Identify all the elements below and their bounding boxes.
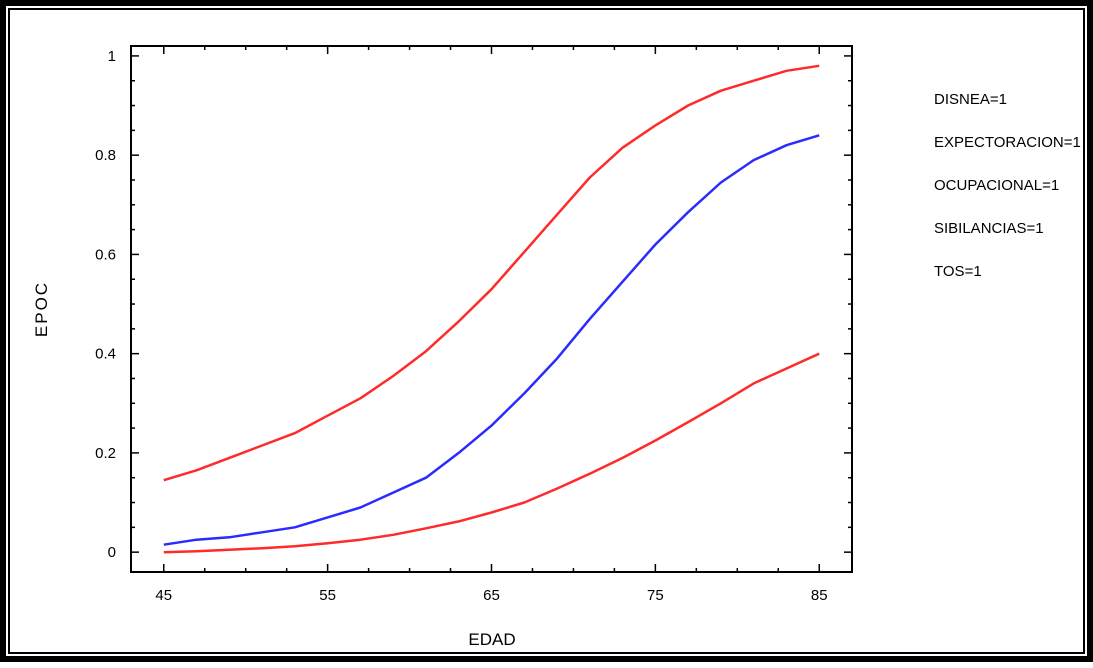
y-tick-label: 0 bbox=[108, 544, 116, 561]
legend-item: EXPECTORACION=1 bbox=[934, 134, 1081, 151]
x-tick-label: 75 bbox=[647, 587, 664, 604]
y-tick-labels: 0 0.2 0.4 0.6 0.8 1 bbox=[95, 48, 116, 561]
x-tick-labels: 45 55 65 75 85 bbox=[155, 587, 827, 604]
plot-area bbox=[131, 46, 852, 572]
y-tick-label: 0.8 bbox=[95, 147, 116, 164]
legend-item: SIBILANCIAS=1 bbox=[934, 220, 1044, 237]
x-axis-title: EDAD bbox=[468, 630, 515, 649]
legend-item: DISNEA=1 bbox=[934, 91, 1007, 108]
x-tick-label: 85 bbox=[811, 587, 828, 604]
legend-item: OCUPACIONAL=1 bbox=[934, 177, 1059, 194]
y-axis-title: EPOC bbox=[32, 281, 51, 337]
x-tick-label: 65 bbox=[483, 587, 500, 604]
y-tick-label: 0.4 bbox=[95, 346, 116, 363]
legend: DISNEA=1 EXPECTORACION=1 OCUPACIONAL=1 SIBI… bbox=[934, 91, 1081, 280]
x-tick-label: 45 bbox=[155, 587, 172, 604]
chart-svg: 45 55 65 75 85 0 0.2 0.4 0.6 0.8 1 EDAD EPOC DISN… bbox=[6, 6, 1093, 668]
y-tick-label: 0.2 bbox=[95, 445, 116, 462]
legend-item: TOS=1 bbox=[934, 263, 982, 280]
y-tick-label: 0.6 bbox=[95, 246, 116, 263]
y-tick-label: 1 bbox=[108, 48, 116, 65]
x-tick-label: 55 bbox=[319, 587, 336, 604]
